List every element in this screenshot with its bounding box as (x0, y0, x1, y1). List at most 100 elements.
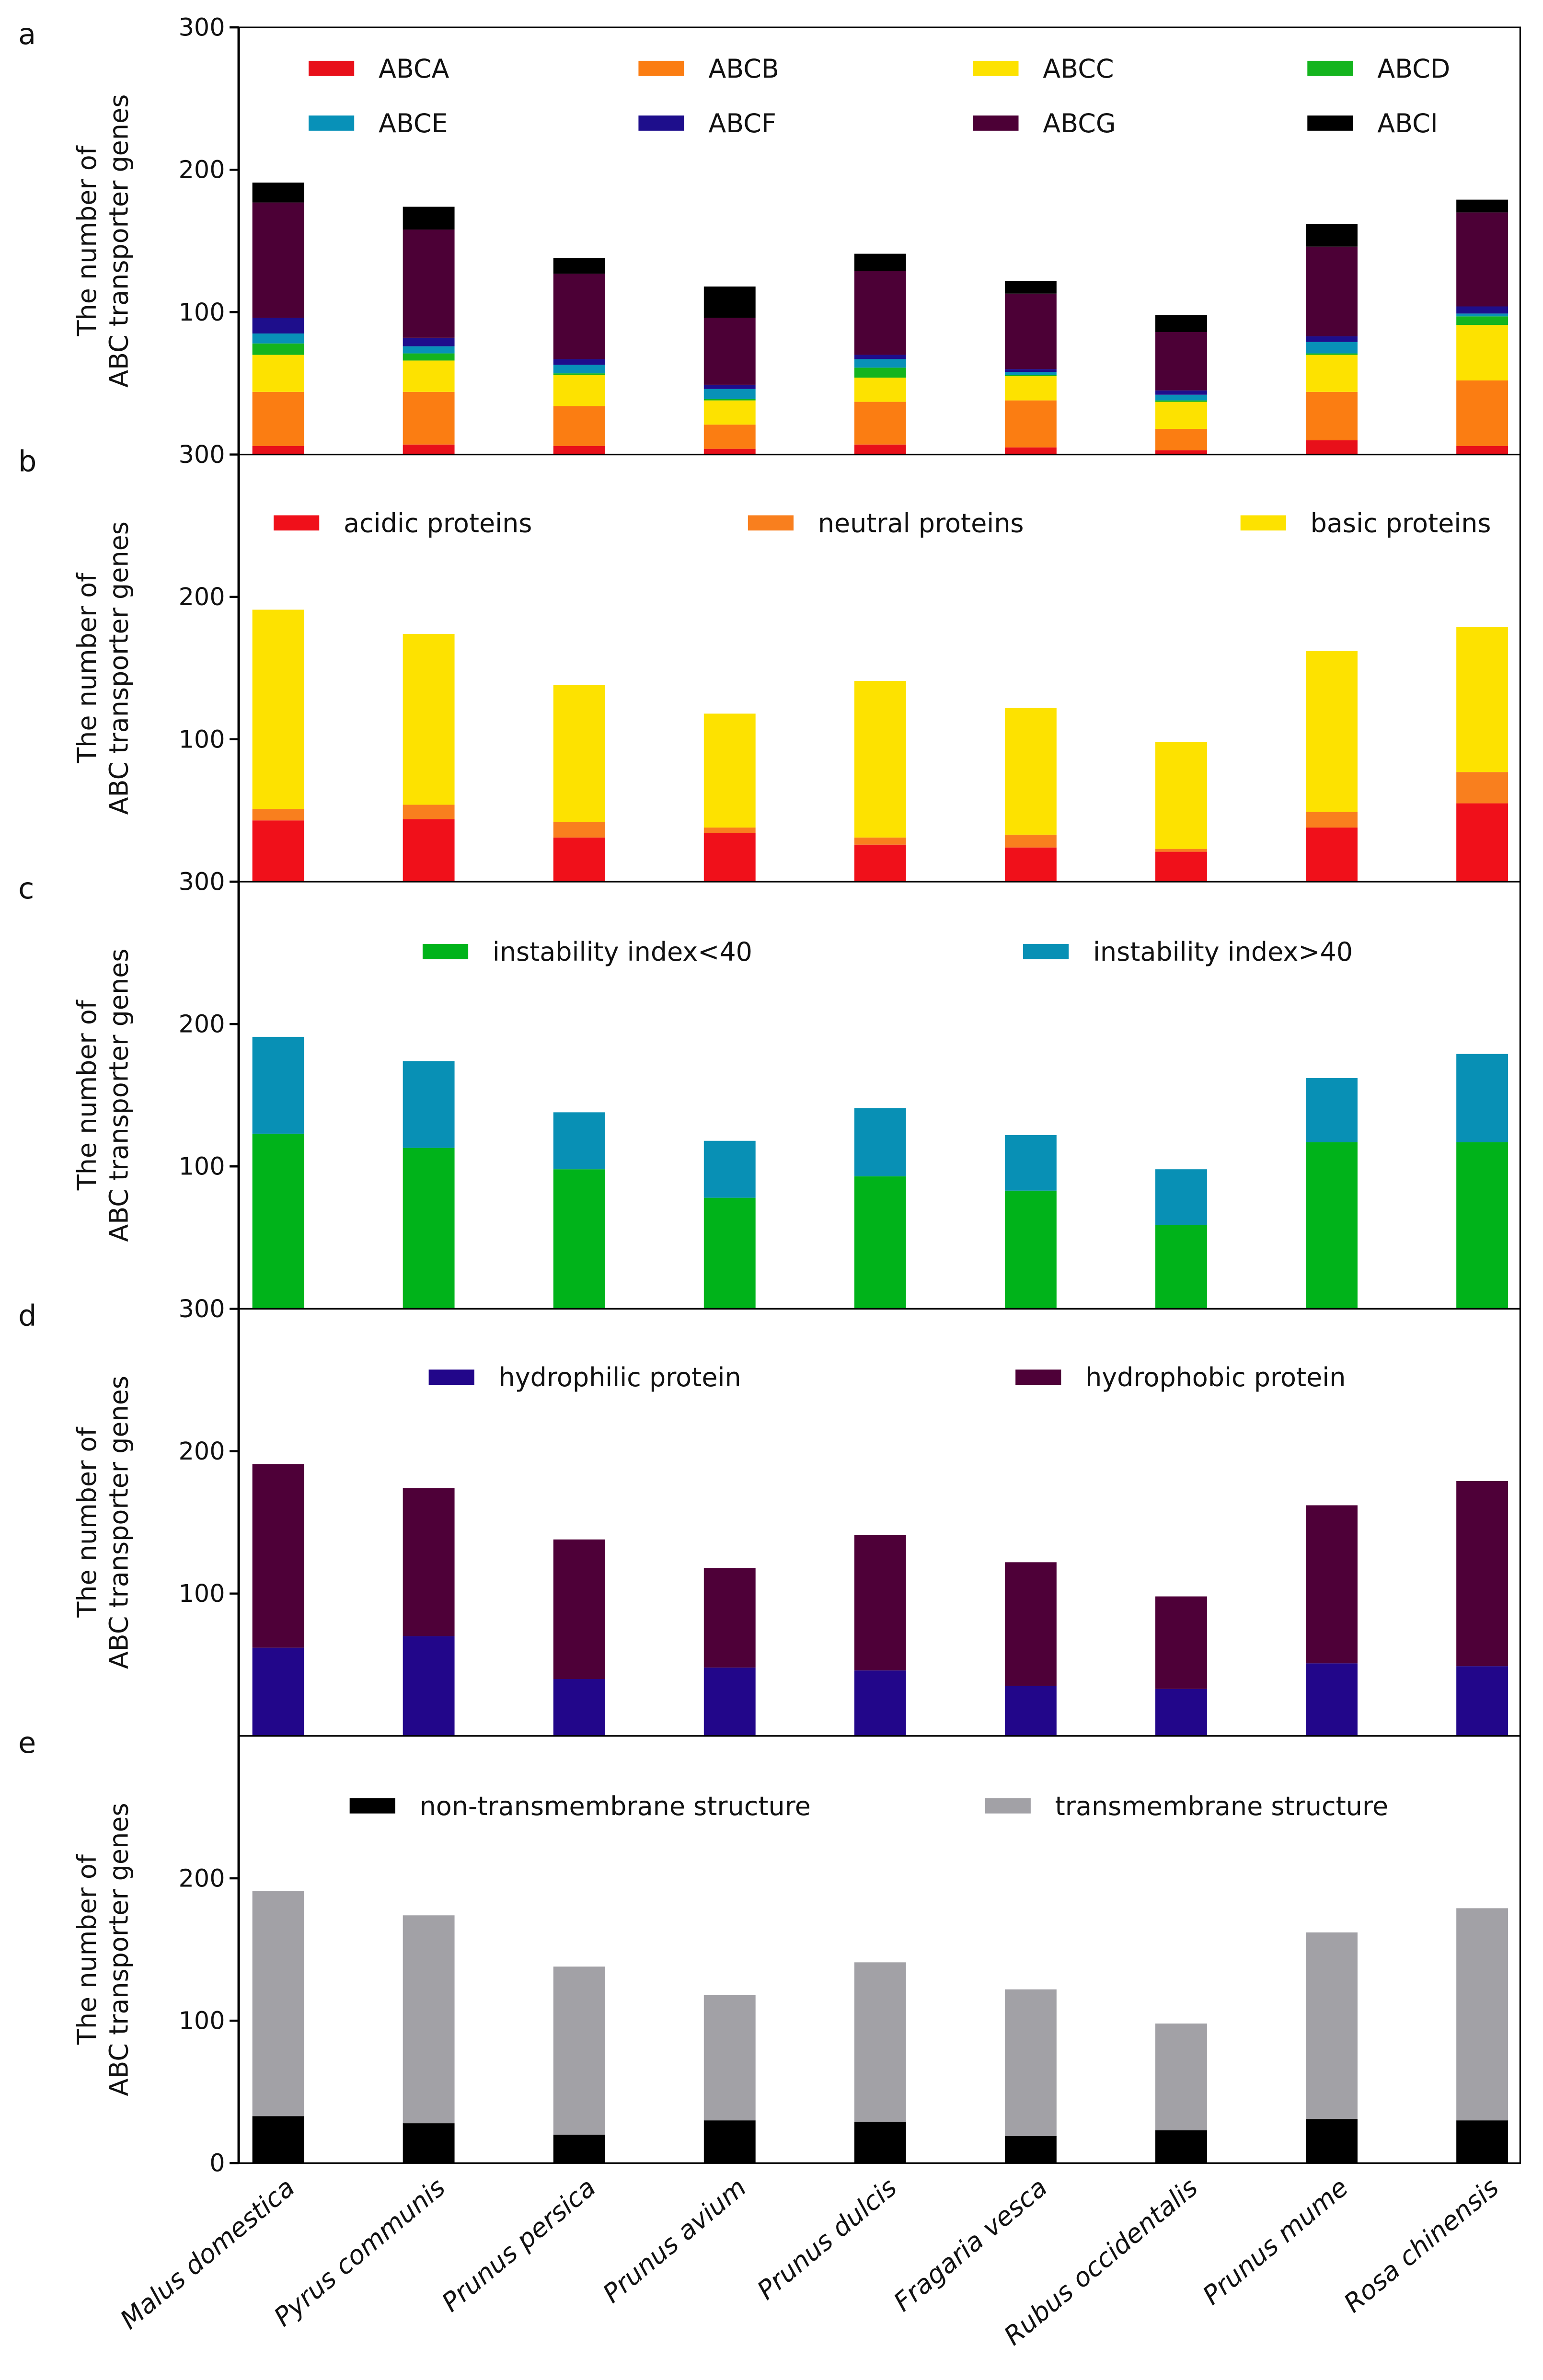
bar-segment (1456, 199, 1508, 213)
bar-segment (1155, 2024, 1207, 2130)
bar-segment (1004, 375, 1057, 377)
bar-segment (1155, 332, 1207, 391)
bar-segment (1004, 1989, 1057, 2136)
bar-segment (1306, 342, 1358, 354)
bar-segment (403, 819, 455, 882)
bar-segment (553, 446, 605, 455)
bar-segment (1004, 1562, 1057, 1686)
bar-segment (1456, 1908, 1508, 2121)
bar-segment (1456, 446, 1508, 455)
bar-segment (1155, 849, 1207, 852)
bar-segment (1456, 2120, 1508, 2163)
x-tick-label: Prunus persica (436, 2172, 601, 2318)
bar-segment (403, 1061, 455, 1148)
bar-segment (553, 258, 605, 274)
legend-swatch (1307, 60, 1353, 76)
bar-segment (252, 809, 304, 821)
bar-segment (403, 1636, 455, 1736)
bar-segment (403, 1915, 455, 2124)
bar-segment (252, 820, 304, 882)
bar-segment (703, 318, 756, 385)
panel-label: b (18, 445, 36, 478)
bar-segment (553, 1539, 605, 1679)
bar-segment (703, 425, 756, 449)
bar-segment (1306, 224, 1358, 247)
bar-segment (703, 384, 756, 389)
y-axis-label: The number of (72, 999, 102, 1191)
y-tick-label: 100 (179, 725, 225, 753)
y-tick-label: 100 (179, 298, 225, 326)
panel-label: a (18, 18, 36, 51)
bar-segment (252, 1133, 304, 1309)
bar-segment (703, 389, 756, 399)
y-axis-label: The number of (72, 572, 102, 764)
bar-segment (553, 1112, 605, 1170)
bar-segment (703, 1140, 756, 1198)
bar-segment (854, 1108, 906, 1177)
y-tick-label: 100 (179, 2007, 225, 2035)
bar-segment (403, 360, 455, 392)
bar-segment (1155, 402, 1207, 429)
legend-label: ABCF (708, 108, 776, 138)
bar-segment (854, 368, 906, 378)
bar-segment (1004, 2136, 1057, 2163)
y-tick-label: 200 (179, 156, 225, 184)
bar-segment (854, 355, 906, 359)
bar-segment (854, 444, 906, 455)
x-tick-label: Prunus dulcis (751, 2172, 902, 2306)
legend-label: basic proteins (1311, 508, 1491, 538)
legend-label: acidic proteins (344, 508, 532, 538)
y-tick-label: 300 (179, 867, 225, 896)
y-axis-label: ABC transporter genes (104, 949, 134, 1242)
bar-segment (854, 271, 906, 355)
legend-label: ABCD (1377, 54, 1450, 84)
x-tick-label: Prunus avium (597, 2172, 752, 2309)
bar-segment (703, 400, 756, 425)
bar-segment (252, 182, 304, 203)
panel-label: e (18, 1726, 36, 1760)
bar-segment (1004, 708, 1057, 835)
y-tick-label: 300 (179, 1295, 225, 1323)
bar-segment (403, 444, 455, 455)
legend-label: hydrophilic protein (499, 1362, 741, 1392)
bar-segment (403, 230, 455, 338)
bar-segment (1004, 847, 1057, 882)
bar-segment (1456, 212, 1508, 307)
legend-swatch (309, 115, 355, 131)
legend-swatch (349, 1798, 395, 1814)
bar-segment (703, 2120, 756, 2163)
bar-segment (1155, 1689, 1207, 1736)
bar-segment (1456, 313, 1508, 317)
bar-segment (1456, 1666, 1508, 1736)
y-tick-label: 300 (179, 13, 225, 42)
bar-segment (854, 253, 906, 271)
bar-segment (1155, 742, 1207, 849)
bar-segment (553, 274, 605, 359)
bar-segment (1306, 1142, 1358, 1309)
bar-segment (1155, 390, 1207, 395)
y-tick-label: 200 (179, 583, 225, 611)
bar-segment (854, 2122, 906, 2163)
legend-swatch (973, 115, 1019, 131)
bar-segment (403, 353, 455, 361)
bar-segment (854, 681, 906, 838)
bar-segment (1004, 400, 1057, 448)
legend-swatch (1240, 515, 1286, 531)
bar-segment (703, 1197, 756, 1309)
y-tick-label: 200 (179, 1864, 225, 1892)
legend-swatch (1023, 944, 1069, 959)
bar-segment (252, 333, 304, 344)
y-axis-label: The number of (72, 145, 102, 336)
bar-segment (1456, 306, 1508, 314)
bar-segment (1306, 246, 1358, 336)
bar-segment (1004, 1686, 1057, 1736)
bar-segment (403, 633, 455, 805)
y-axis-label: The number of (72, 1426, 102, 1618)
y-axis-label: ABC transporter genes (104, 521, 134, 815)
bar-segment (252, 1464, 304, 1648)
bar-segment (854, 359, 906, 368)
bar-segment (1306, 651, 1358, 812)
bar-segment (1306, 812, 1358, 828)
bar-segment (1155, 450, 1207, 455)
legend-label: instability index>40 (1093, 937, 1353, 967)
